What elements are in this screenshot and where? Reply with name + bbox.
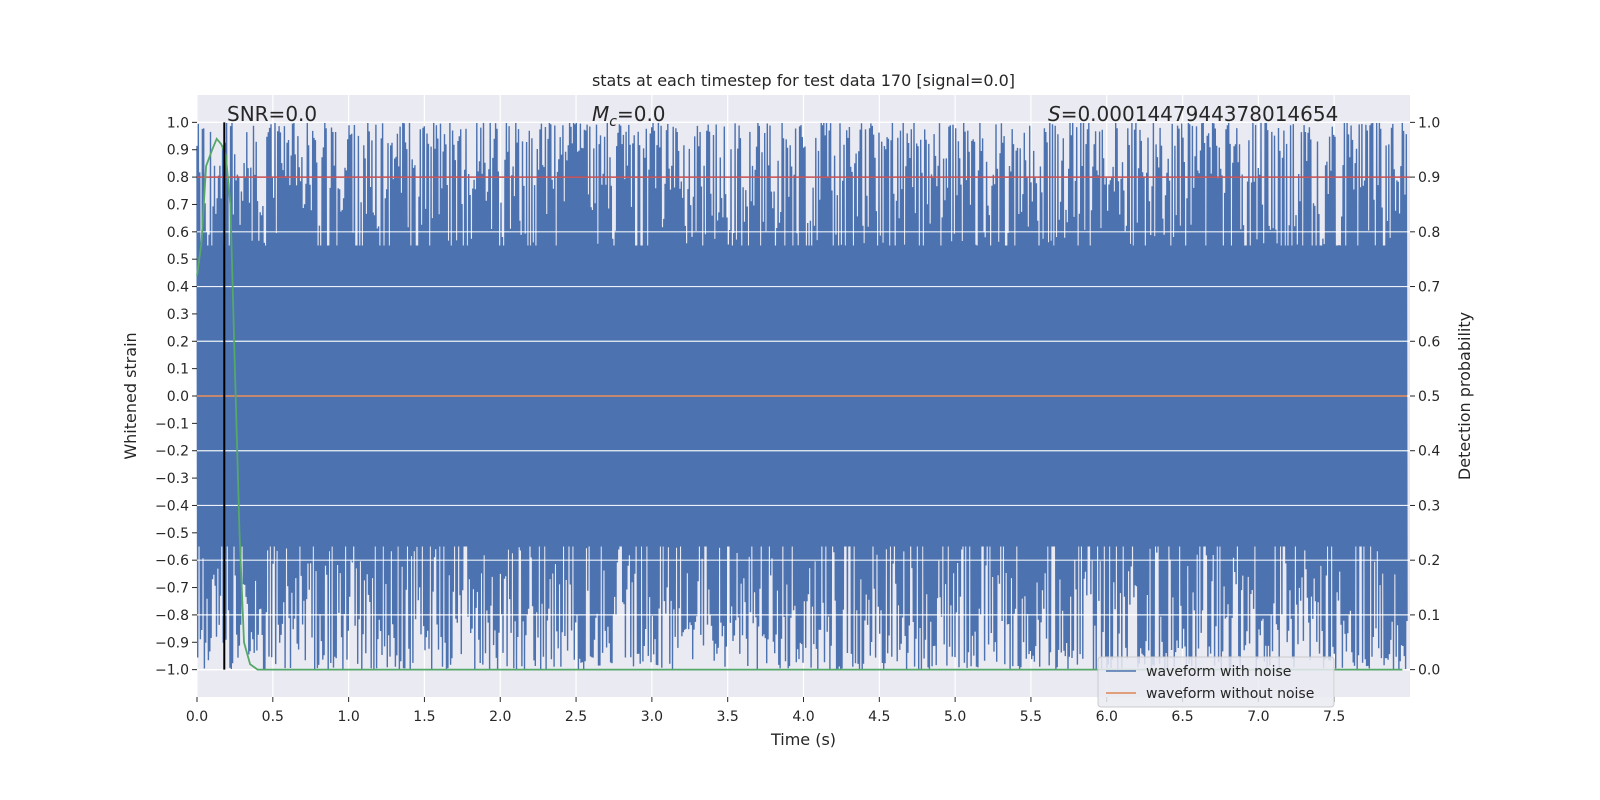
x-tick-label: 3.0: [641, 709, 663, 725]
x-tick-label: 4.5: [868, 709, 890, 725]
mc-value: =0.0: [617, 102, 666, 126]
y-right-tick-label: 0.3: [1418, 498, 1440, 514]
y-left-tick-label: −0.5: [155, 526, 189, 542]
x-tick-label: 6.0: [1096, 709, 1118, 725]
y-axis-label-right: Detection probability: [1455, 312, 1474, 480]
legend-entry-waveform-without-noise: waveform without noise: [1146, 686, 1314, 702]
x-tick-label: 4.0: [792, 709, 814, 725]
chirp-mass-annotation: Mc=0.0: [592, 102, 666, 130]
x-tick-label: 7.5: [1323, 709, 1345, 725]
y-right-tick-label: 0.5: [1418, 389, 1440, 405]
y-left-tick-label: 0.3: [167, 307, 189, 323]
y-left-tick-label: 0.7: [167, 197, 189, 213]
y-right-tick-label: 0.7: [1418, 280, 1440, 296]
y-left-tick-label: −0.3: [155, 471, 189, 487]
snr-value: 0.0: [285, 102, 317, 126]
x-tick-label: 5.0: [944, 709, 966, 725]
mc-symbol: M: [592, 102, 609, 126]
legend-entry-waveform-with-noise: waveform with noise: [1146, 664, 1291, 680]
y-right-tick-label: 0.9: [1418, 170, 1440, 186]
y-left-tick-label: 0.0: [167, 389, 189, 405]
snr-prefix: SNR=: [227, 102, 285, 126]
y-left-tick-label: 0.6: [167, 225, 189, 241]
snr-annotation: SNR=0.0: [227, 102, 317, 126]
y-right-tick-label: 1.0: [1418, 115, 1440, 131]
y-right-tick-label: 0.0: [1418, 663, 1440, 679]
y-left-tick-label: −0.1: [155, 416, 189, 432]
x-tick-label: 1.5: [413, 709, 435, 725]
y-left-tick-label: 0.9: [167, 143, 189, 159]
y-left-tick-label: 0.8: [167, 170, 189, 186]
x-axis-label: Time (s): [770, 730, 836, 749]
x-tick-label: 0.0: [186, 709, 208, 725]
x-tick-label: 7.0: [1247, 709, 1269, 725]
axes: 0.0 0.5 1.0 1.5 2.0 2.5 3.0 3.5 4.0 4.5 5.0 5.5 6.0 6…: [155, 115, 1440, 725]
s-symbol: S: [1048, 102, 1061, 126]
x-tick-label: 1.0: [337, 709, 359, 725]
legend-box: [1097, 656, 1335, 708]
s-value: =0.0001447944378014654: [1061, 102, 1339, 126]
y-left-tick-label: −0.2: [155, 444, 189, 460]
y-left-tick-label: 0.4: [167, 280, 189, 296]
x-tick-label: 5.5: [1020, 709, 1042, 725]
y-right-tick-label: 0.2: [1418, 553, 1440, 569]
x-tick-label: 2.5: [565, 709, 587, 725]
legend: waveform with noise waveform without noi…: [1097, 656, 1335, 708]
y-axis-label-left: Whitened strain: [121, 332, 140, 459]
y-left-tick-label: 1.0: [167, 115, 189, 131]
x-tick-label: 0.5: [262, 709, 284, 725]
y-left-tick-label: −0.8: [155, 608, 189, 624]
y-right-tick-label: 0.1: [1418, 608, 1440, 624]
x-tick-label: 3.5: [717, 709, 739, 725]
y-left-tick-label: −1.0: [155, 663, 189, 679]
y-left-tick-label: −0.4: [155, 498, 189, 514]
y-right-tick-label: 0.8: [1418, 225, 1440, 241]
y-right-tick-label: 0.6: [1418, 334, 1440, 350]
y-left-tick-label: 0.5: [167, 252, 189, 268]
y-left-tick-label: −0.7: [155, 581, 189, 597]
chart-title: stats at each timestep for test data 170…: [592, 71, 1015, 90]
mc-subscript: c: [609, 114, 617, 130]
x-tick-label: 6.5: [1171, 709, 1193, 725]
y-left-tick-label: −0.9: [155, 635, 189, 651]
y-left-tick-label: −0.6: [155, 553, 189, 569]
x-tick-label: 2.0: [489, 709, 511, 725]
y-left-tick-label: 0.2: [167, 334, 189, 350]
s-annotation: S=0.0001447944378014654: [1048, 102, 1338, 126]
y-left-tick-label: 0.1: [167, 362, 189, 378]
y-right-tick-label: 0.4: [1418, 444, 1440, 460]
detection-probability-line: [196, 137, 1403, 671]
